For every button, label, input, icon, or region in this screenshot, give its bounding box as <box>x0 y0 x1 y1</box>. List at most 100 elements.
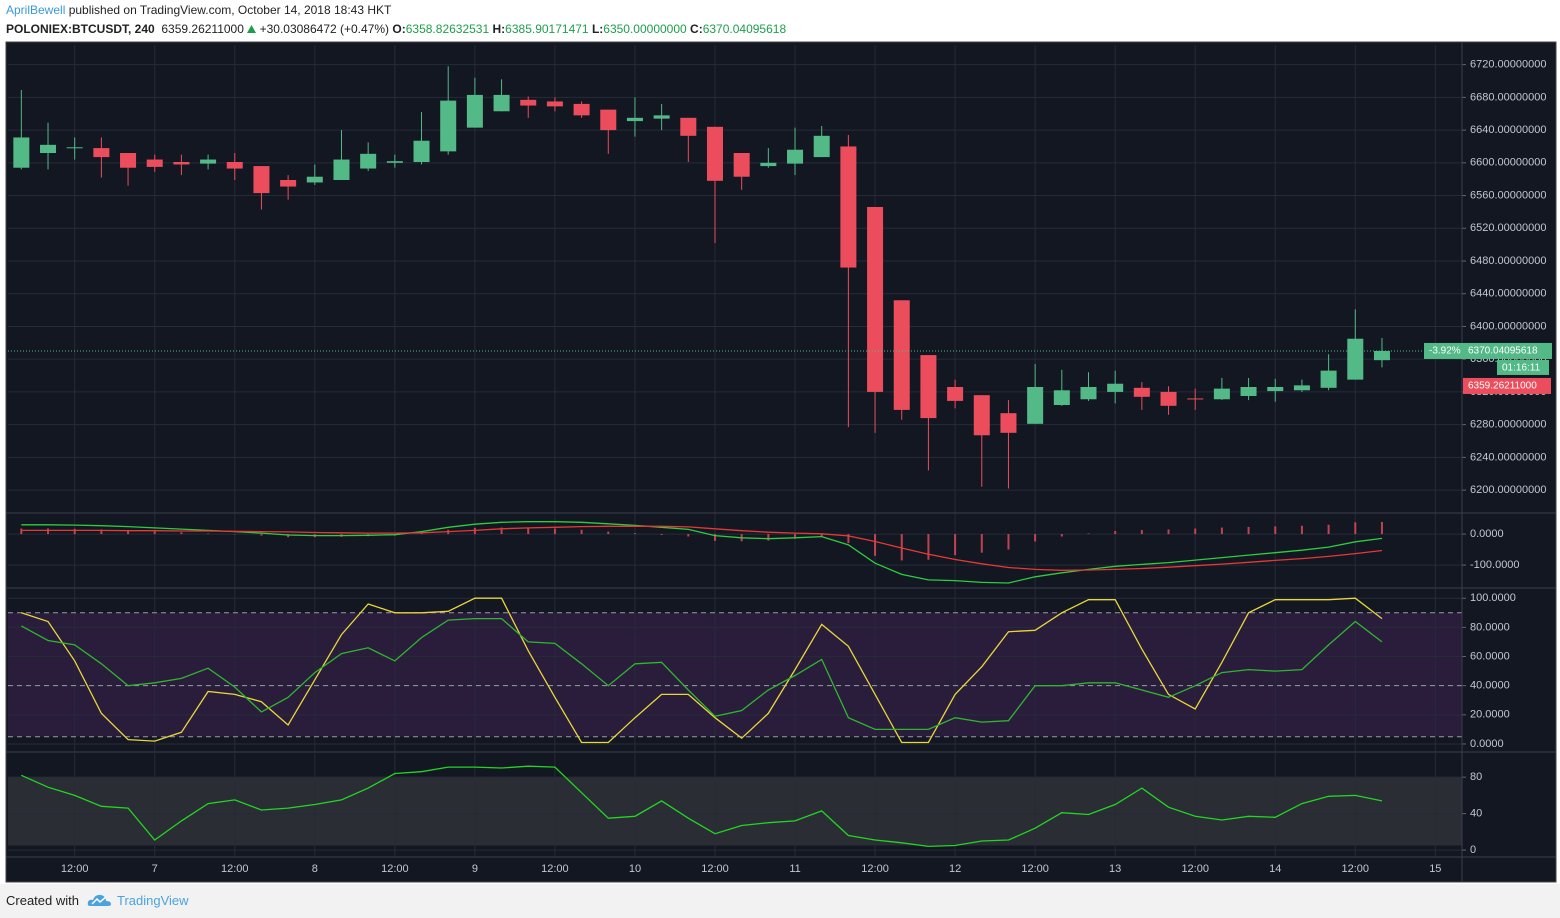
histogram-bar <box>527 527 530 535</box>
y-tick-label: 6440.00000000 <box>1470 288 1546 300</box>
candle-body <box>333 159 350 180</box>
brand[interactable]: TradingView <box>117 893 189 908</box>
histogram-bar <box>713 534 716 541</box>
candle-body <box>920 355 937 419</box>
histogram-bar <box>900 534 903 561</box>
histogram-bar <box>1274 526 1277 535</box>
created-with: Created with <box>6 893 79 908</box>
histogram-bar <box>1167 529 1170 535</box>
candle-body <box>120 153 137 168</box>
candle-body <box>466 94 483 128</box>
value: 6370.04095618 <box>702 22 787 36</box>
label: O: <box>392 22 406 36</box>
candle-body <box>306 176 323 183</box>
histogram-bar <box>500 527 503 535</box>
candle-body <box>66 147 83 149</box>
band <box>8 612 1462 737</box>
candle-body <box>173 162 190 165</box>
header-line: AprilBewell published on TradingView.com… <box>6 3 391 17</box>
published: published on TradingView.com, October 14… <box>68 3 392 17</box>
candle-body <box>146 159 163 167</box>
candle-body <box>413 140 430 162</box>
candle-body <box>1347 338 1364 380</box>
histogram-bar <box>874 534 877 556</box>
y-tick-label: 6680.00000000 <box>1470 91 1546 103</box>
value: 6385.90171471 <box>505 22 589 36</box>
histogram-bar <box>794 534 797 539</box>
x-tick-label: 9 <box>472 863 478 875</box>
x-tick-label: 15 <box>1429 863 1441 875</box>
chart: 6200.00000000 6240.00000000 6280.00000000 6… <box>5 41 1557 883</box>
candle-body <box>947 387 964 401</box>
candle-body <box>840 146 857 268</box>
x-tick-label: 10 <box>629 863 641 875</box>
candle-body <box>13 137 30 168</box>
up-arrow <box>247 25 257 33</box>
histogram-bar <box>207 533 210 535</box>
candle-body <box>1107 383 1124 392</box>
candle-body <box>680 117 697 136</box>
x-tick-label: 7 <box>152 863 158 875</box>
label: L: <box>591 22 604 36</box>
candle-body <box>200 159 217 164</box>
x-tick-label: 12:00 <box>1342 863 1370 875</box>
y-tick-label: 20.0000 <box>1470 709 1510 721</box>
label: H: <box>492 22 506 36</box>
candle-body <box>893 300 910 410</box>
value: 6350.00000000 <box>603 22 687 36</box>
y-tick-label: 6480.00000000 <box>1470 255 1546 267</box>
line <box>20 617 1383 731</box>
candle-body <box>520 99 537 106</box>
y-tick-label: 6560.00000000 <box>1470 189 1546 201</box>
y-tick-label: 6600.00000000 <box>1470 157 1546 169</box>
y-tick-label: -100.0000 <box>1470 559 1520 571</box>
histogram-bar <box>1194 528 1197 535</box>
histogram-bar <box>153 531 156 535</box>
histogram-bar <box>260 534 263 536</box>
candle-body <box>1373 350 1390 361</box>
y-tick-label: 80 <box>1470 771 1482 783</box>
candle-body <box>1320 370 1337 388</box>
y-tick-label: 100.0000 <box>1470 592 1516 604</box>
histogram-bar <box>767 534 770 541</box>
change: +30.03086472 (+0.47%) <box>259 22 390 36</box>
histogram-bar <box>20 528 23 535</box>
candle-body <box>1000 413 1017 433</box>
histogram-bar <box>1327 524 1330 535</box>
candle-body <box>1293 385 1310 391</box>
y-tick-label: 60.0000 <box>1470 650 1510 662</box>
candle-body <box>1133 387 1150 397</box>
histogram-bar <box>100 529 103 535</box>
y-tick-label: 40.0000 <box>1470 680 1510 692</box>
histogram-bar <box>553 528 556 535</box>
label: C: <box>690 22 703 36</box>
candle-body <box>1213 388 1230 400</box>
y-tick-label: 80.0000 <box>1470 621 1510 633</box>
histogram-bar <box>954 534 957 556</box>
histogram-bar <box>420 532 423 535</box>
x-tick-label: 12:00 <box>1181 863 1209 875</box>
bid-tag: 6359.26211000 <box>1468 381 1537 392</box>
y-tick-label: 6240.00000000 <box>1470 451 1546 463</box>
candle-body <box>813 135 830 158</box>
histogram-bar <box>847 534 850 544</box>
line <box>21 765 1383 848</box>
logo <box>87 894 111 906</box>
y-tick-label: 40 <box>1470 808 1482 820</box>
histogram-bar <box>1007 534 1010 550</box>
header-line: POLONIEX:BTCUSDT, 240 6359.26211000 +30.… <box>6 22 786 36</box>
histogram-bar <box>687 534 690 537</box>
y-tick-label: 6280.00000000 <box>1470 419 1546 431</box>
countdown-bg <box>1497 359 1549 375</box>
author[interactable]: AprilBewell <box>6 3 66 17</box>
x-tick-label: 14 <box>1269 863 1281 875</box>
candle-body <box>600 109 617 131</box>
candle-body <box>360 153 377 169</box>
histogram-bar <box>127 530 130 535</box>
value: 6358.82632531 <box>405 22 490 36</box>
histogram-bar <box>1114 530 1117 535</box>
candle-body <box>733 153 750 177</box>
y-tick-label: 6200.00000000 <box>1470 484 1546 496</box>
candle-body <box>440 100 457 152</box>
